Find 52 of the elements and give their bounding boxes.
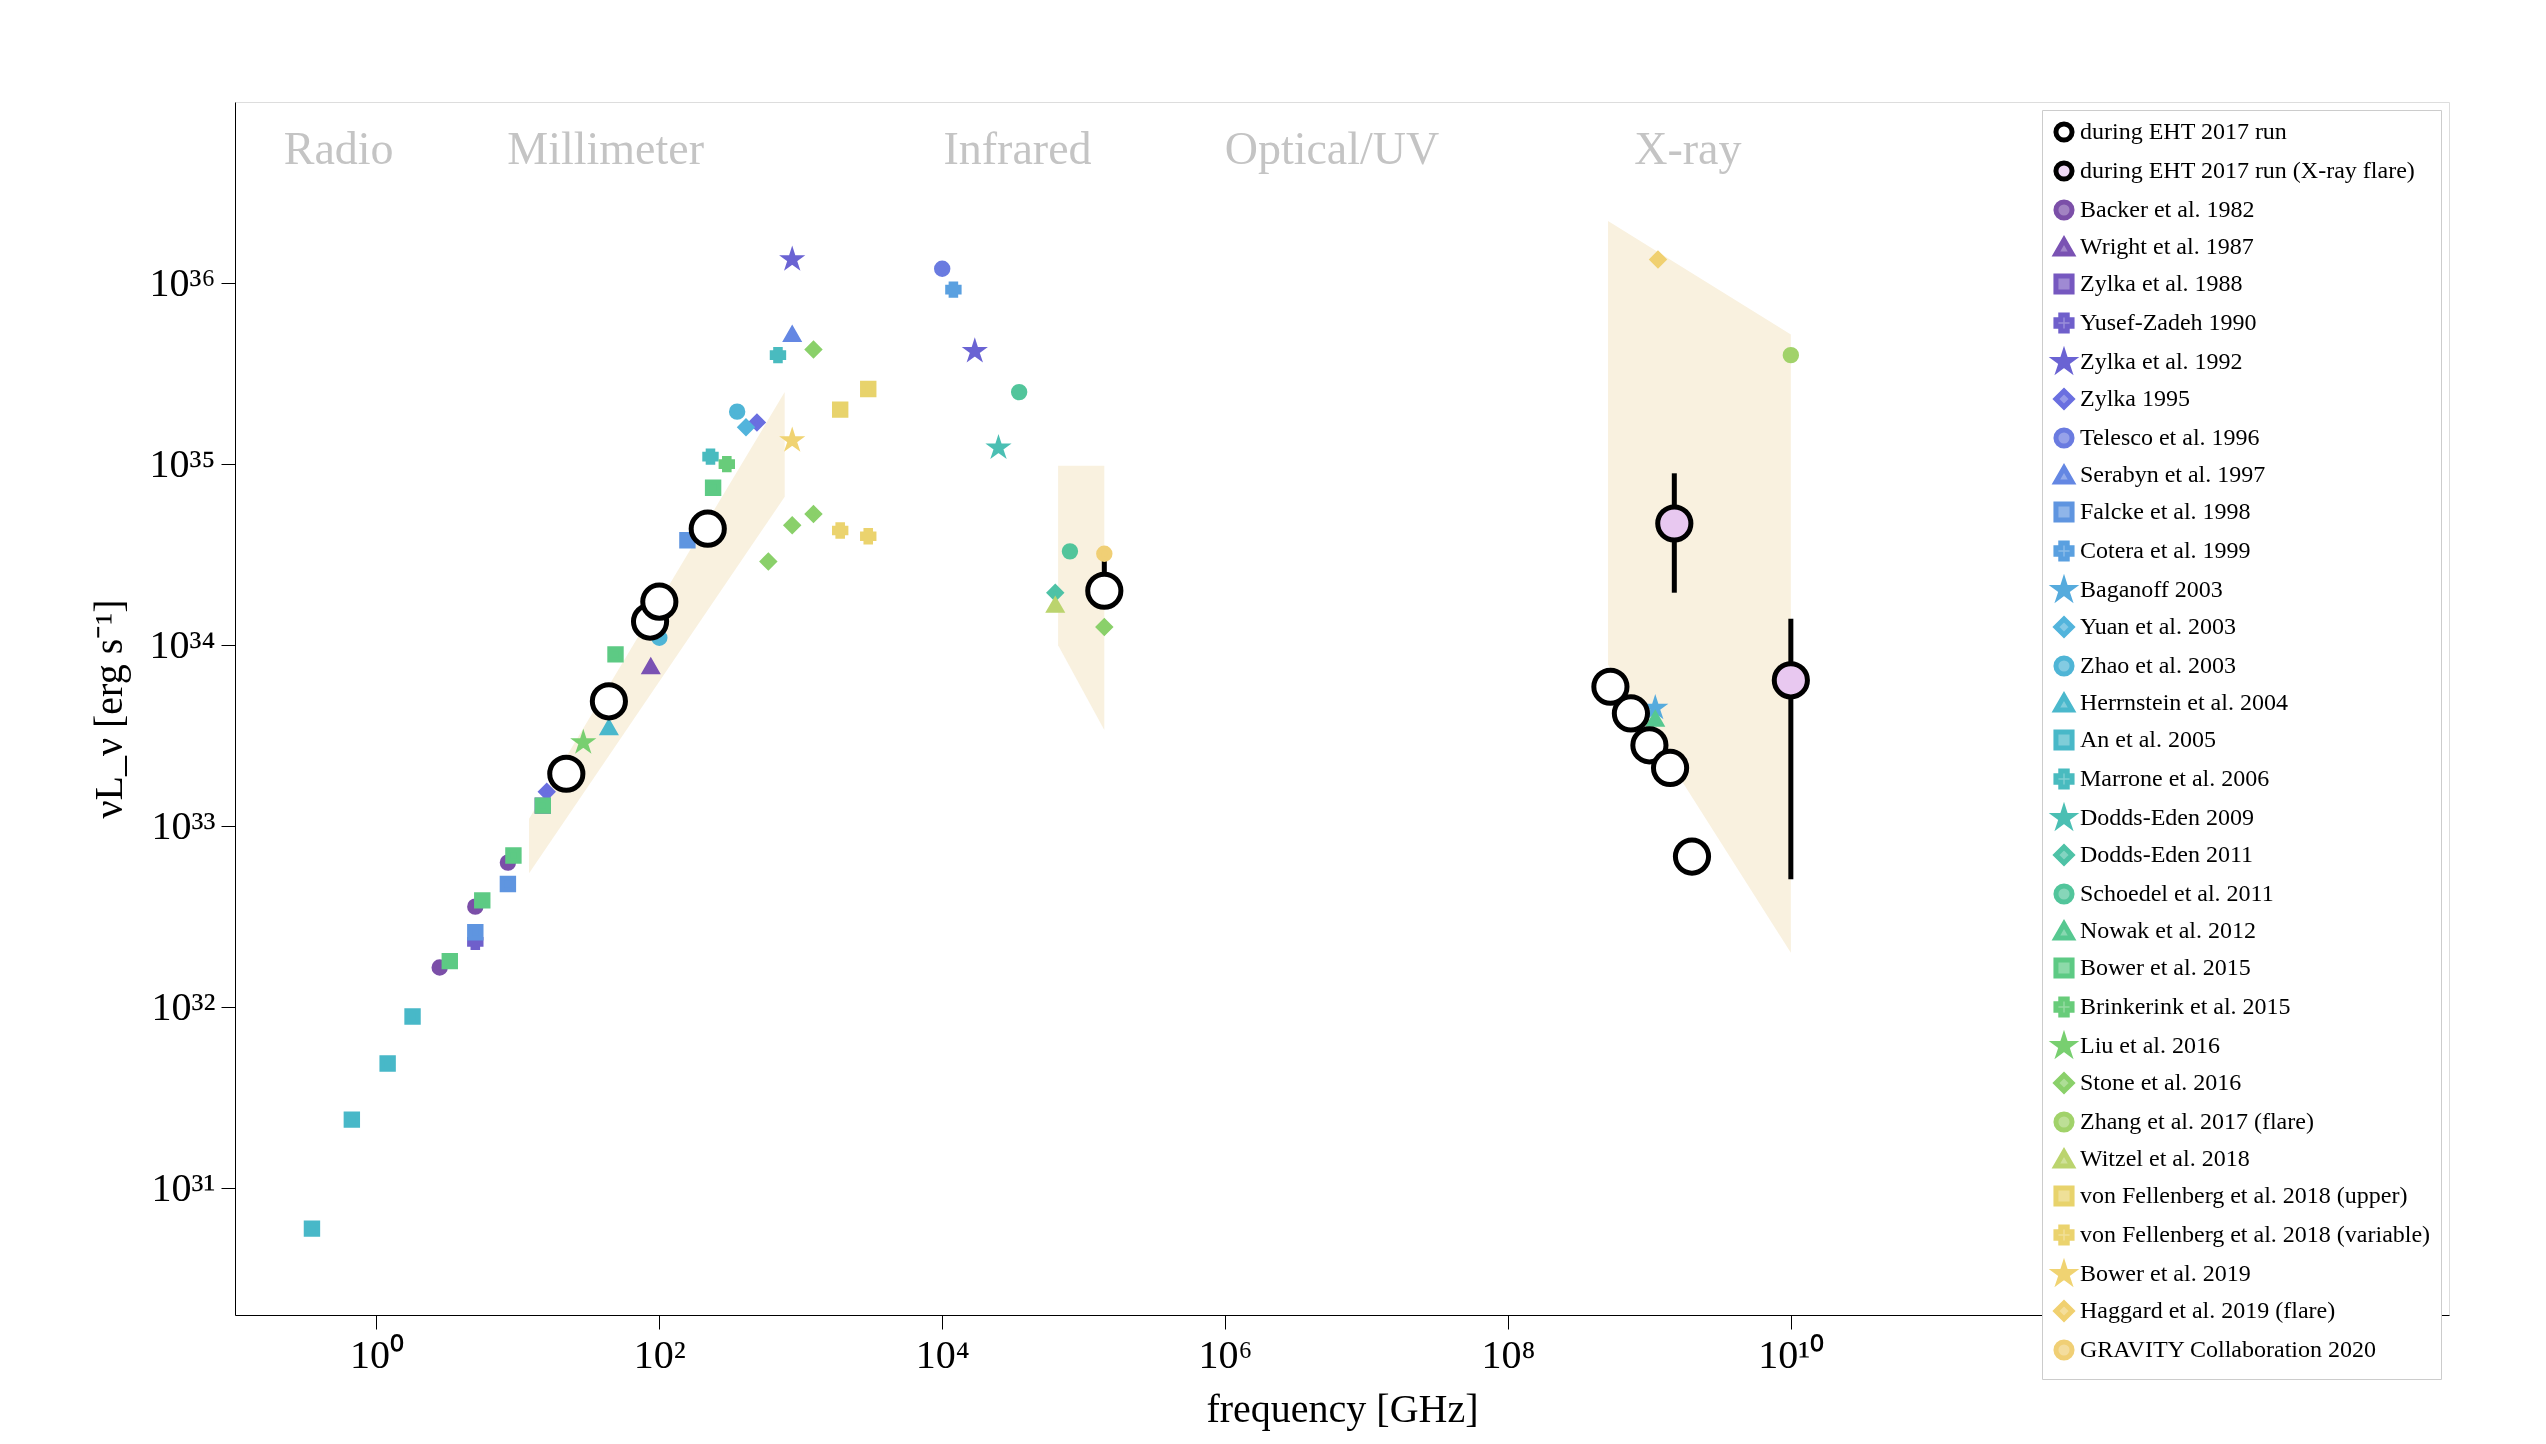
legend-label: Bower et al. 2015 (2080, 954, 2251, 980)
legend-label: Zhang et al. 2017 (flare) (2080, 1108, 2314, 1134)
legend-label: Stone et al. 2016 (2080, 1069, 2242, 1095)
legend-label: von Fellenberg et al. 2018 (variable) (2080, 1221, 2431, 1247)
legend-label: Witzel et al. 2018 (2080, 1145, 2250, 1171)
legend-label: Serabyn et al. 1997 (2080, 461, 2266, 487)
x-axis-title: frequency [GHz] (1206, 1385, 1479, 1431)
y-tick-label: 10³⁴ (149, 621, 216, 667)
legend-label: Marrone et al. 2006 (2080, 765, 2270, 791)
legend-label: Liu et al. 2016 (2080, 1032, 2220, 1058)
x-tick-label: 10⁰ (349, 1331, 404, 1377)
x-tick-label: 10² (633, 1331, 686, 1377)
legend-label: Zylka et al. 1988 (2080, 270, 2243, 296)
y-axis-title: νL_ν [erg s⁻¹] (85, 599, 131, 819)
legend-label: Baganoff 2003 (2080, 576, 2223, 602)
legend-label: Wright et al. 1987 (2080, 233, 2254, 259)
annotation: X-ray (1634, 123, 1742, 174)
legend-label: An et al. 2005 (2080, 726, 2216, 752)
annotation: Radio (283, 123, 394, 174)
legend-label: Yusef-Zadeh 1990 (2080, 309, 2257, 335)
legend-label: Nowak et al. 2012 (2080, 917, 2256, 943)
legend-label: von Fellenberg et al. 2018 (upper) (2080, 1182, 2408, 1208)
legend-label: Yuan et al. 2003 (2080, 613, 2236, 639)
y-tick-label: 10³² (151, 983, 216, 1029)
legend-label: Zylka 1995 (2080, 385, 2190, 411)
annotation: Optical/UV (1224, 123, 1440, 174)
x-tick-label: 10⁸ (1481, 1331, 1536, 1377)
y-tick-label: 10³⁶ (149, 259, 216, 305)
legend-label: Zylka et al. 1992 (2080, 348, 2243, 374)
legend-label: during EHT 2017 run (2080, 118, 2287, 144)
y-tick-label: 10³³ (151, 802, 216, 848)
x-tick-label: 10⁶ (1198, 1331, 1253, 1377)
legend-label: Haggard et al. 2019 (flare) (2080, 1297, 2336, 1323)
annotation: Infrared (943, 123, 1092, 174)
legend-label: during EHT 2017 run (X-ray flare) (2080, 157, 2415, 183)
x-tick-label: 10⁴ (915, 1331, 970, 1377)
annotation: Millimeter (507, 123, 705, 174)
legend-label: Brinkerink et al. 2015 (2080, 993, 2291, 1019)
y-tick-label: 10³¹ (151, 1164, 216, 1210)
legend-label: Falcke et al. 1998 (2080, 498, 2251, 524)
legend-label: Backer et al. 1982 (2080, 196, 2255, 222)
y-tick-label: 10³⁵ (149, 440, 216, 486)
legend-label: Zhao et al. 2003 (2080, 652, 2236, 678)
legend-label: GRAVITY Collaboration 2020 (2080, 1336, 2376, 1362)
legend-label: Cotera et al. 1999 (2080, 537, 2251, 563)
legend-label: Dodds-Eden 2011 (2080, 841, 2254, 867)
legend-label: Schoedel et al. 2011 (2080, 880, 2274, 906)
legend-label: Bower et al. 2019 (2080, 1260, 2251, 1286)
legend-label: Telesco et al. 1996 (2080, 424, 2260, 450)
x-tick-label: 10¹⁰ (1758, 1331, 1825, 1377)
legend-label: Dodds-Eden 2009 (2080, 804, 2254, 830)
legend-label: Herrnstein et al. 2004 (2080, 689, 2288, 715)
